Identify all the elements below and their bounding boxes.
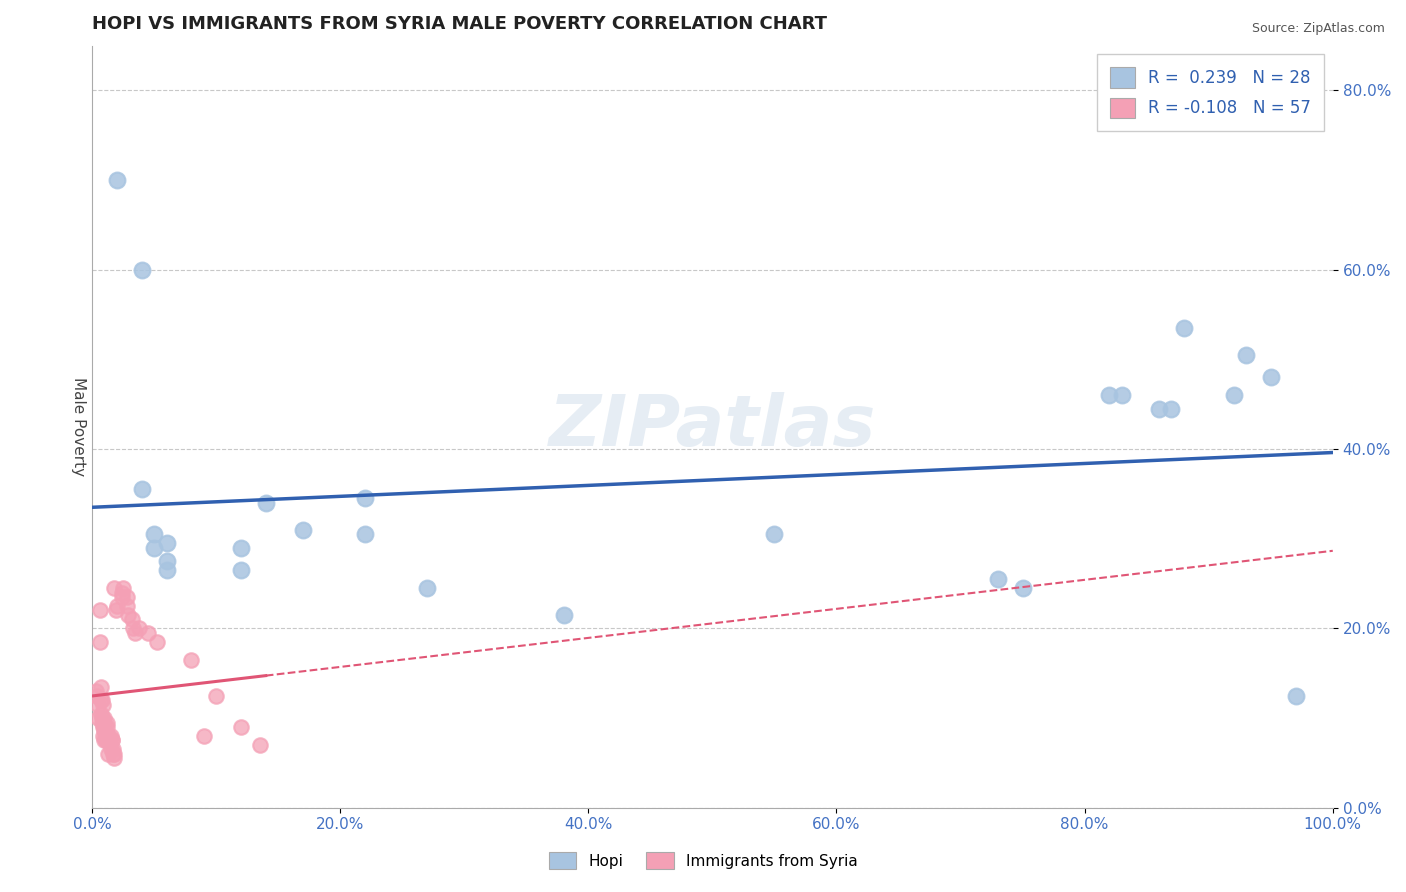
Point <box>93 733 115 747</box>
Point <box>86 689 108 703</box>
Point <box>143 527 166 541</box>
Point <box>103 581 125 595</box>
Point <box>180 653 202 667</box>
Point <box>1284 689 1306 703</box>
Point <box>87 711 110 725</box>
Point <box>104 603 127 617</box>
Point <box>91 729 114 743</box>
Point <box>254 496 277 510</box>
Point <box>93 720 115 734</box>
Point <box>553 607 575 622</box>
Point <box>124 625 146 640</box>
Point <box>94 733 117 747</box>
Point <box>93 724 115 739</box>
Point <box>90 680 112 694</box>
Point <box>1173 321 1195 335</box>
Point <box>155 563 177 577</box>
Point <box>115 590 138 604</box>
Point <box>1160 401 1182 416</box>
Point <box>90 693 112 707</box>
Point <box>89 603 111 617</box>
Point <box>354 491 377 506</box>
Point <box>91 693 114 707</box>
Point <box>111 585 134 599</box>
Point <box>101 742 124 756</box>
Point <box>105 599 128 613</box>
Point <box>292 523 315 537</box>
Point <box>100 742 122 756</box>
Point <box>229 541 252 555</box>
Point <box>97 747 120 761</box>
Point <box>101 733 124 747</box>
Point <box>96 715 118 730</box>
Point <box>89 635 111 649</box>
Point <box>145 635 167 649</box>
Point <box>90 706 112 721</box>
Point <box>93 715 115 730</box>
Point <box>354 527 377 541</box>
Text: ZIPatlas: ZIPatlas <box>548 392 876 461</box>
Point <box>121 612 143 626</box>
Point <box>101 733 124 747</box>
Legend: R =  0.239   N = 28, R = -0.108   N = 57: R = 0.239 N = 28, R = -0.108 N = 57 <box>1097 54 1324 131</box>
Point <box>103 747 125 761</box>
Point <box>100 729 122 743</box>
Point <box>103 751 125 765</box>
Point <box>101 747 124 761</box>
Point <box>111 590 134 604</box>
Text: Source: ZipAtlas.com: Source: ZipAtlas.com <box>1251 22 1385 36</box>
Y-axis label: Male Poverty: Male Poverty <box>72 377 86 476</box>
Point <box>112 581 135 595</box>
Point <box>93 711 115 725</box>
Point <box>1234 348 1257 362</box>
Point <box>1098 388 1121 402</box>
Point <box>122 621 145 635</box>
Point <box>1260 370 1282 384</box>
Point <box>91 720 114 734</box>
Point <box>1111 388 1133 402</box>
Legend: Hopi, Immigrants from Syria: Hopi, Immigrants from Syria <box>543 846 863 875</box>
Point <box>94 733 117 747</box>
Point <box>1147 401 1170 416</box>
Point <box>98 733 121 747</box>
Point <box>229 563 252 577</box>
Point <box>97 729 120 743</box>
Point <box>987 572 1010 586</box>
Point <box>205 689 228 703</box>
Point <box>193 729 215 743</box>
Point <box>105 173 128 187</box>
Point <box>1222 388 1244 402</box>
Point <box>91 698 114 712</box>
Point <box>131 483 153 497</box>
Point <box>84 684 107 698</box>
Text: HOPI VS IMMIGRANTS FROM SYRIA MALE POVERTY CORRELATION CHART: HOPI VS IMMIGRANTS FROM SYRIA MALE POVER… <box>91 15 827 33</box>
Point <box>128 621 150 635</box>
Point <box>96 720 118 734</box>
Point <box>87 698 110 712</box>
Point <box>91 715 114 730</box>
Point <box>249 738 271 752</box>
Point <box>94 729 117 743</box>
Point <box>763 527 786 541</box>
Point <box>97 729 120 743</box>
Point <box>115 599 138 613</box>
Point <box>155 536 177 550</box>
Point <box>155 554 177 568</box>
Point <box>131 262 153 277</box>
Point <box>117 607 139 622</box>
Point <box>1011 581 1033 595</box>
Point <box>136 625 159 640</box>
Point <box>416 581 439 595</box>
Point <box>229 720 252 734</box>
Point <box>143 541 166 555</box>
Point <box>91 711 114 725</box>
